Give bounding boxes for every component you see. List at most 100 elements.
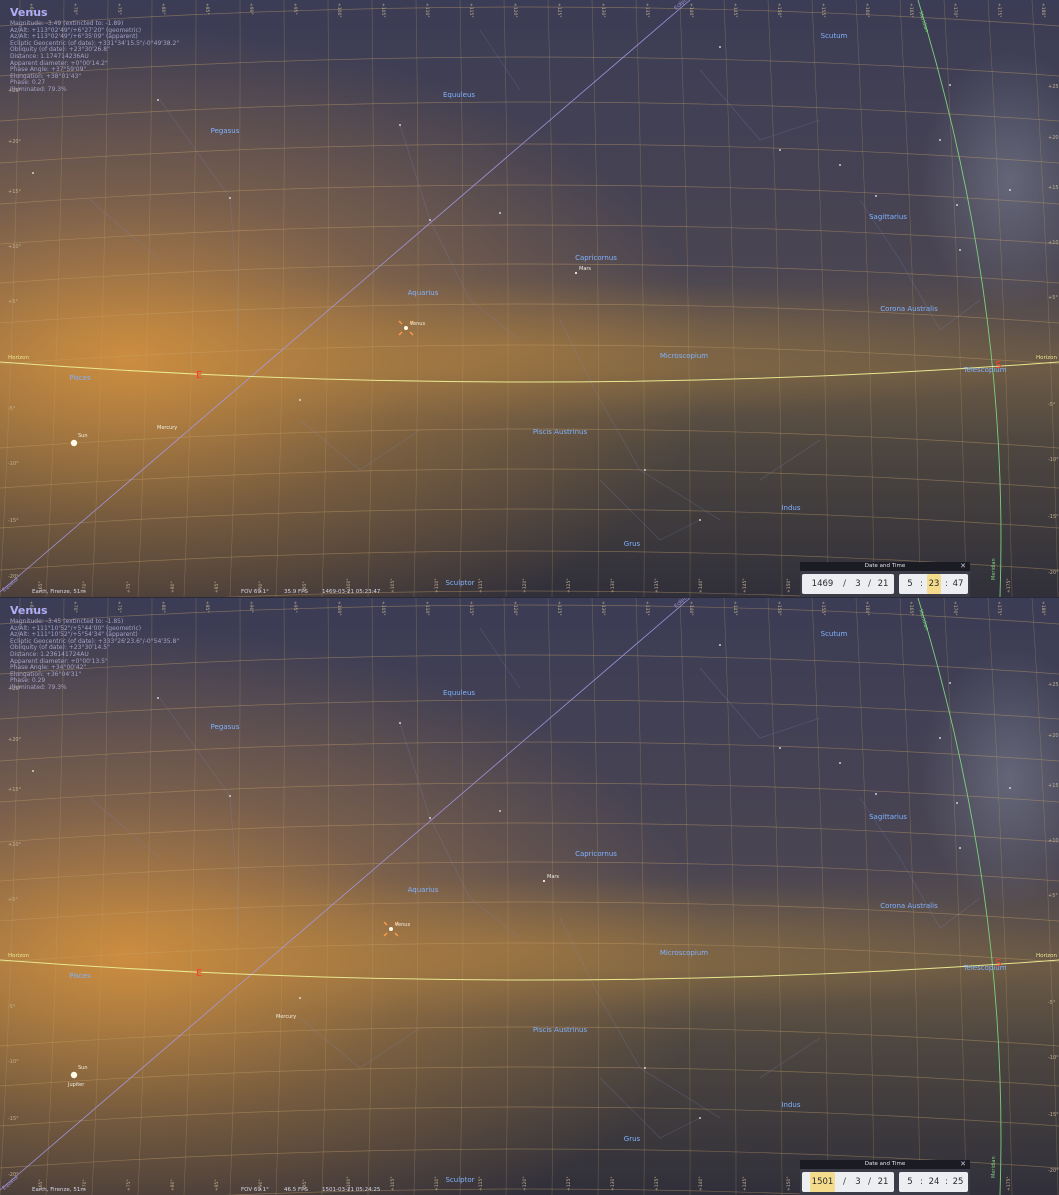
hour-field[interactable]: 5	[907, 579, 913, 589]
year-field[interactable]: 1469	[811, 579, 834, 589]
constellation-label[interactable]: Capricornus	[575, 850, 617, 858]
sun-label[interactable]: Sun	[78, 433, 88, 439]
status-location[interactable]: Earth, Firenze, 51m	[32, 589, 86, 595]
constellation-label[interactable]: Scutum	[821, 32, 848, 40]
star[interactable]	[719, 644, 721, 646]
status-datetime[interactable]: 1501-03-21 05:24:25	[322, 1187, 381, 1193]
constellation-label[interactable]: Piscis Austrinus	[533, 1026, 588, 1034]
star[interactable]	[779, 149, 781, 151]
day-field[interactable]: 21	[877, 579, 889, 589]
star[interactable]	[959, 249, 961, 251]
day-field[interactable]: 21	[877, 1177, 889, 1187]
constellation-label[interactable]: Pisces	[69, 374, 91, 382]
constellation-label[interactable]: Corona Australis	[880, 902, 938, 910]
star[interactable]	[699, 519, 701, 521]
constellation-label[interactable]: Pegasus	[211, 127, 240, 135]
constellation-label[interactable]: Equuleus	[443, 91, 475, 99]
star[interactable]	[939, 737, 941, 739]
sky-view-1501[interactable]: Ecliptic Equator Meridian Meridian Horizon Ho…	[0, 598, 1059, 1195]
mars-label[interactable]: Mars	[579, 266, 591, 272]
close-icon[interactable]: ✕	[960, 562, 966, 570]
constellation-label[interactable]: Corona Australis	[880, 305, 938, 313]
minute-field[interactable]: 23	[927, 574, 941, 594]
star[interactable]	[32, 770, 34, 772]
second-field[interactable]: 47	[952, 579, 964, 589]
star[interactable]	[839, 762, 841, 764]
status-datetime[interactable]: 1469-03-21 05:23:47	[322, 589, 381, 595]
star[interactable]	[644, 1067, 646, 1069]
jupiter-label[interactable]: Jupiter	[67, 1082, 85, 1088]
constellation-label[interactable]: Microscopium	[660, 949, 708, 957]
star[interactable]	[429, 219, 431, 221]
star[interactable]	[839, 164, 841, 166]
constellation-label[interactable]: Aquarius	[408, 886, 439, 894]
venus-label[interactable]: Venus	[395, 922, 410, 928]
sun-marker[interactable]	[70, 1071, 78, 1079]
constellation-label[interactable]: Indus	[781, 1101, 800, 1109]
star[interactable]	[959, 847, 961, 849]
date-time-titlebar[interactable]: Date and Time ✕	[800, 1160, 970, 1169]
mars-label[interactable]: Mars	[547, 874, 559, 880]
date-time-window[interactable]: Date and Time ✕ 1501 / 3 / 21 5 : 24 : 2…	[800, 1160, 970, 1195]
star[interactable]	[1009, 189, 1011, 191]
constellation-label[interactable]: Sagittarius	[869, 213, 907, 221]
date-time-titlebar[interactable]: Date and Time ✕	[800, 562, 970, 571]
constellation-label[interactable]: Scutum	[821, 630, 848, 638]
star[interactable]	[299, 399, 301, 401]
status-location[interactable]: Earth, Firenze, 51m	[32, 1187, 86, 1193]
star[interactable]	[956, 802, 958, 804]
constellation-label[interactable]: Sculptor	[445, 1176, 474, 1184]
star[interactable]	[949, 682, 951, 684]
star[interactable]	[299, 997, 301, 999]
star[interactable]	[949, 84, 951, 86]
sky-view-1469[interactable]: Ecliptic Equator Meridian Meridian Horizon Ho…	[0, 0, 1059, 597]
constellation-label[interactable]: Sculptor	[445, 579, 474, 587]
hour-field[interactable]: 5	[907, 1177, 913, 1187]
constellation-label[interactable]: Microscopium	[660, 352, 708, 360]
constellation-label[interactable]: Grus	[624, 540, 641, 548]
constellation-label[interactable]: Pisces	[69, 972, 91, 980]
venus-label[interactable]: Venus	[410, 321, 425, 327]
star[interactable]	[939, 139, 941, 141]
constellation-label[interactable]: Sagittarius	[869, 813, 907, 821]
month-field[interactable]: 3	[855, 579, 861, 589]
mercury-label[interactable]: Mercury	[276, 1014, 296, 1020]
constellation-label[interactable]: Piscis Austrinus	[533, 428, 588, 436]
constellation-label[interactable]: Aquarius	[408, 289, 439, 297]
star[interactable]	[499, 810, 501, 812]
venus-marker[interactable]	[389, 927, 393, 931]
star[interactable]	[429, 817, 431, 819]
sun-marker[interactable]	[70, 439, 78, 447]
second-field[interactable]: 25	[952, 1177, 964, 1187]
star[interactable]	[699, 1117, 701, 1119]
constellation-label[interactable]: Equuleus	[443, 689, 475, 697]
mars-marker[interactable]	[574, 271, 578, 275]
star[interactable]	[875, 195, 877, 197]
star[interactable]	[779, 747, 781, 749]
constellation-label[interactable]: Indus	[781, 504, 800, 512]
close-icon[interactable]: ✕	[960, 1160, 966, 1168]
mars-marker[interactable]	[542, 879, 546, 883]
star[interactable]	[32, 172, 34, 174]
star[interactable]	[499, 212, 501, 214]
star[interactable]	[399, 124, 401, 126]
year-field[interactable]: 1501	[810, 1172, 835, 1192]
venus-marker[interactable]	[404, 326, 408, 330]
sun-label[interactable]: Sun	[78, 1065, 88, 1071]
month-field[interactable]: 3	[855, 1177, 861, 1187]
mercury-label[interactable]: Mercury	[157, 425, 177, 431]
constellation-label[interactable]: Telescopium	[962, 366, 1006, 374]
date-time-window[interactable]: Date and Time ✕ 1469 / 3 / 21 5 : 23 : 4…	[800, 562, 970, 597]
constellation-label[interactable]: Telescopium	[962, 964, 1006, 972]
star[interactable]	[157, 697, 159, 699]
star[interactable]	[157, 99, 159, 101]
constellation-label[interactable]: Grus	[624, 1135, 641, 1143]
minute-field[interactable]: 24	[928, 1177, 940, 1187]
constellation-label[interactable]: Pegasus	[211, 723, 240, 731]
star[interactable]	[1009, 787, 1011, 789]
star[interactable]	[229, 795, 231, 797]
star[interactable]	[229, 197, 231, 199]
star[interactable]	[399, 722, 401, 724]
